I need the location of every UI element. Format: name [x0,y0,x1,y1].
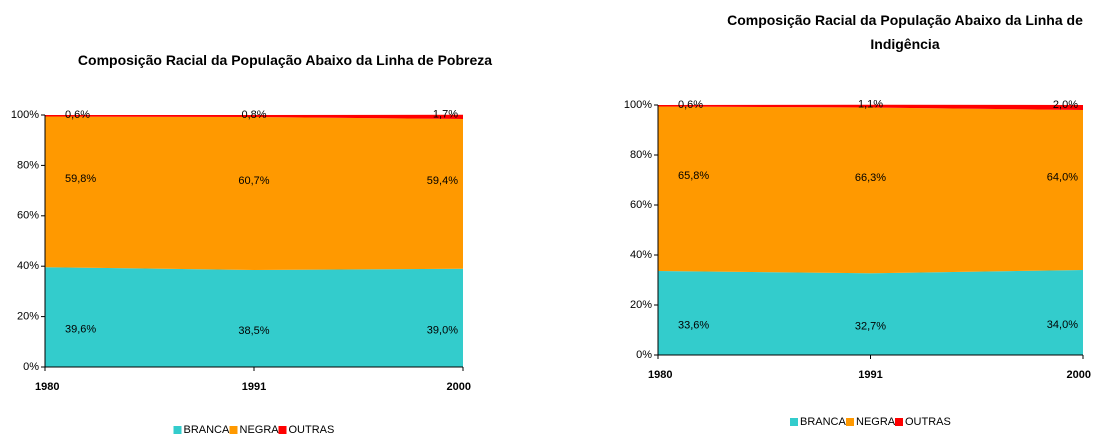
data-label: 39,0% [427,324,458,336]
chart-title: Composição Racial da População Abaixo da… [77,52,493,68]
legend-label: NEGRA [240,424,280,436]
data-label: 59,8% [65,173,96,185]
data-label: 32,7% [855,321,886,333]
data-label: 34,0% [1047,319,1078,331]
data-label: 0,6% [65,109,90,121]
area [658,270,1083,355]
data-label: 1,1% [858,99,883,111]
data-label: 0,6% [678,99,703,111]
area [45,116,463,270]
area [658,106,1083,274]
area [45,114,463,120]
data-label: 1,7% [433,109,458,121]
y-tick-label: 0% [23,361,39,373]
data-label: 0,8% [241,109,266,121]
y-tick-label: 60% [17,210,39,222]
data-label: 66,3% [855,172,886,184]
y-tick-label: 40% [630,249,652,261]
legend-swatch [846,418,854,426]
legend-swatch [895,418,903,426]
chart-title: Composição Racial da População Abaixo da… [727,12,1083,52]
y-tick-label: 20% [630,299,652,311]
x-tick-label: 1980 [35,381,59,393]
data-label: 2,0% [1053,99,1078,111]
x-tick-label: 2000 [1067,369,1091,381]
y-tick-label: 20% [17,311,39,323]
x-tick-label: 1980 [648,369,672,381]
data-label: 59,4% [427,175,458,187]
y-tick-label: 80% [17,159,39,171]
legend-label: OUTRAS [905,416,951,428]
legend-swatch [229,426,238,434]
y-tick-label: 100% [624,99,652,111]
legend-label: NEGRA [856,416,896,428]
data-label: 38,5% [238,325,269,337]
legend-label: OUTRAS [289,424,335,436]
legend-label: BRANCA [800,416,847,428]
x-tick-label: 2000 [447,381,471,393]
legend-swatch [790,418,798,426]
data-label: 39,6% [65,324,96,336]
y-tick-label: 60% [630,199,652,211]
x-tick-label: 1991 [242,381,266,393]
data-label: 60,7% [238,175,269,187]
data-label: 33,6% [678,319,709,331]
legend-label: BRANCA [184,424,231,436]
data-label: 64,0% [1047,171,1078,183]
area [658,104,1083,110]
x-tick-label: 1991 [858,369,882,381]
y-tick-label: 100% [11,109,39,121]
y-tick-label: 40% [17,260,39,272]
y-tick-label: 0% [636,349,652,361]
data-label: 65,8% [678,170,709,182]
y-tick-label: 80% [630,149,652,161]
area [45,267,463,367]
legend-swatch [173,426,182,434]
legend-swatch [278,426,287,434]
